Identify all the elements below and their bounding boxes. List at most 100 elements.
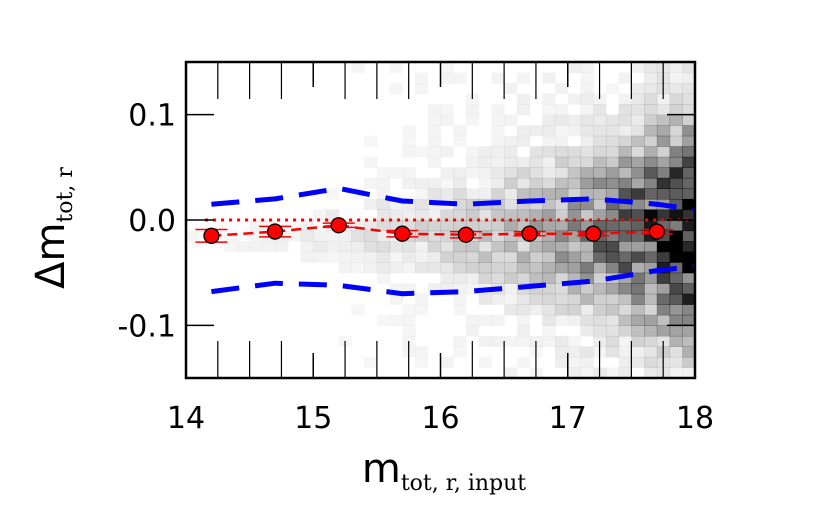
density-cell <box>440 262 454 274</box>
density-cell <box>516 198 531 211</box>
density-cell <box>453 241 467 253</box>
tick-labels: 14 15 16 17 18 0.1 0.0 -0.1 <box>117 99 714 436</box>
density-cell <box>529 262 543 274</box>
density-cell <box>542 262 556 274</box>
density-cell <box>465 262 480 274</box>
density-cell <box>682 209 695 221</box>
density-cell <box>644 293 658 305</box>
density-cell <box>682 230 695 242</box>
density-cell <box>389 198 403 211</box>
density-cell <box>580 367 594 378</box>
density-cell <box>644 83 658 95</box>
density-cell <box>465 241 480 253</box>
density-cell <box>427 241 442 253</box>
density-cell <box>516 72 531 84</box>
density-cell <box>491 293 505 305</box>
density-cell <box>542 167 556 179</box>
density-cell <box>631 346 645 358</box>
density-cell <box>529 283 543 295</box>
density-cell <box>465 156 480 168</box>
density-cell <box>529 188 543 200</box>
density-cell <box>669 346 683 358</box>
density-cell <box>326 252 339 263</box>
density-cell <box>669 177 683 189</box>
density-cell <box>440 188 454 200</box>
density-cell <box>402 209 416 221</box>
density-cell <box>491 272 505 284</box>
density-cell <box>644 114 658 126</box>
density-cell <box>351 241 365 253</box>
density-cell <box>516 304 531 316</box>
density-cell <box>326 188 339 199</box>
density-cell <box>427 146 442 158</box>
density-cell <box>593 104 607 116</box>
density-cell <box>415 220 429 232</box>
density-cell <box>682 272 695 284</box>
density-cell <box>682 72 695 84</box>
density-cell <box>593 125 607 137</box>
density-cell <box>415 346 429 358</box>
density-cell <box>389 293 403 305</box>
density-cell <box>605 167 620 179</box>
density-cell <box>682 356 695 369</box>
density-cell <box>478 335 492 347</box>
density-cell <box>618 283 632 295</box>
density-cell <box>313 251 327 263</box>
density-cell <box>555 304 569 316</box>
density-cell <box>669 62 683 74</box>
density-cell <box>644 62 658 74</box>
density-cell <box>453 167 467 179</box>
density-cell <box>504 335 518 347</box>
density-cell <box>567 241 582 253</box>
density-cell <box>682 62 695 74</box>
density-cell <box>605 304 620 316</box>
density-cell <box>555 283 569 295</box>
density-cell <box>313 241 327 253</box>
density-cell <box>682 220 695 232</box>
density-cell <box>618 251 632 263</box>
density-cell <box>542 198 556 211</box>
density-cell <box>631 241 645 253</box>
density-cell <box>415 83 429 95</box>
density-cell <box>249 230 263 242</box>
density-cell <box>631 104 645 116</box>
x-tick-label: 14 <box>167 401 205 436</box>
density-cell <box>605 177 620 189</box>
density-cell <box>669 220 683 232</box>
density-cell <box>656 146 671 158</box>
density-cell <box>644 304 658 316</box>
density-cell <box>682 335 695 347</box>
density-cell <box>669 314 683 326</box>
density-cell <box>669 104 683 116</box>
density-cell <box>618 346 632 358</box>
density-cell <box>542 177 556 189</box>
density-cell <box>669 230 683 242</box>
density-cell <box>656 177 671 189</box>
density-cell <box>605 114 620 126</box>
density-cell <box>631 177 645 189</box>
data-point <box>203 227 220 244</box>
density-cell <box>618 325 632 337</box>
density-cell <box>644 262 658 274</box>
density-cell <box>580 356 594 369</box>
density-cell <box>682 325 695 337</box>
density-cell <box>542 93 556 105</box>
data-point <box>394 225 411 242</box>
density-cell <box>479 357 492 368</box>
density-histogram <box>186 62 695 378</box>
density-cell <box>593 272 607 284</box>
data-point <box>330 217 347 234</box>
density-cell <box>389 314 403 326</box>
density-cell <box>682 93 695 105</box>
density-cell <box>504 230 518 242</box>
density-cell <box>441 62 454 73</box>
density-cell <box>478 241 492 253</box>
density-cell <box>478 314 492 326</box>
data-point <box>266 223 284 240</box>
density-cell <box>542 304 556 316</box>
density-cell <box>682 104 695 116</box>
density-cell <box>402 125 415 136</box>
density-cell <box>644 283 658 295</box>
density-cell <box>580 167 594 179</box>
